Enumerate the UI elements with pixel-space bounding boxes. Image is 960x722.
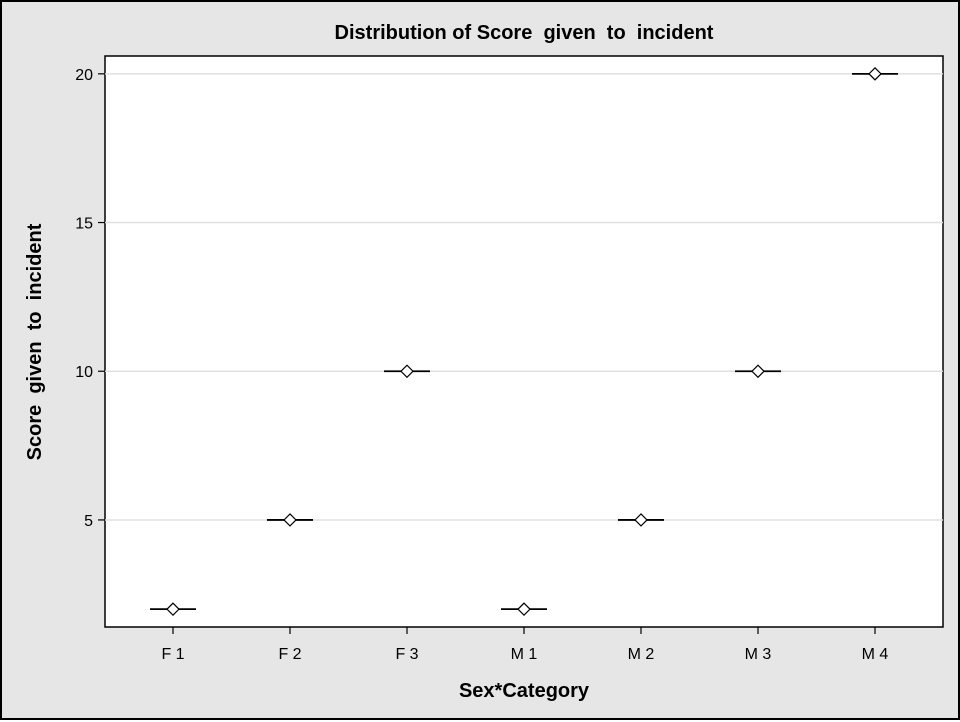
x-axis: F 1 F 2 F 3 M 1 M 2 M 3 M 4 [161,627,888,663]
mean-marker [283,513,297,527]
mean-marker [751,364,765,379]
mean-marker [868,66,882,81]
mean-marker [634,513,648,527]
mean-marker [517,602,531,617]
x-tick-label: M 1 [511,646,538,663]
x-tick-label: M 4 [862,646,889,663]
y-tick-label: 15 [75,216,93,233]
data-marks [150,66,898,617]
plot-area [104,55,944,628]
x-tick-label: F 2 [278,646,301,663]
mean-marker [400,364,414,379]
x-tick-label: M 3 [745,646,772,663]
chart-title: Distribution of Score given to incident [335,22,714,44]
y-axis-label: Score given to incident [24,223,46,460]
x-tick-label: F 3 [395,646,418,663]
x-tick-label: F 1 [161,646,184,663]
x-axis-label: Sex*Category [459,680,590,702]
y-tick-label: 20 [75,67,93,84]
y-tick-label: 10 [75,364,93,381]
y-axis: 5 10 15 20 [75,67,105,530]
x-tick-label: M 2 [628,646,655,663]
gridlines [105,73,943,521]
mean-marker [166,602,180,617]
y-tick-label: 5 [84,513,93,530]
